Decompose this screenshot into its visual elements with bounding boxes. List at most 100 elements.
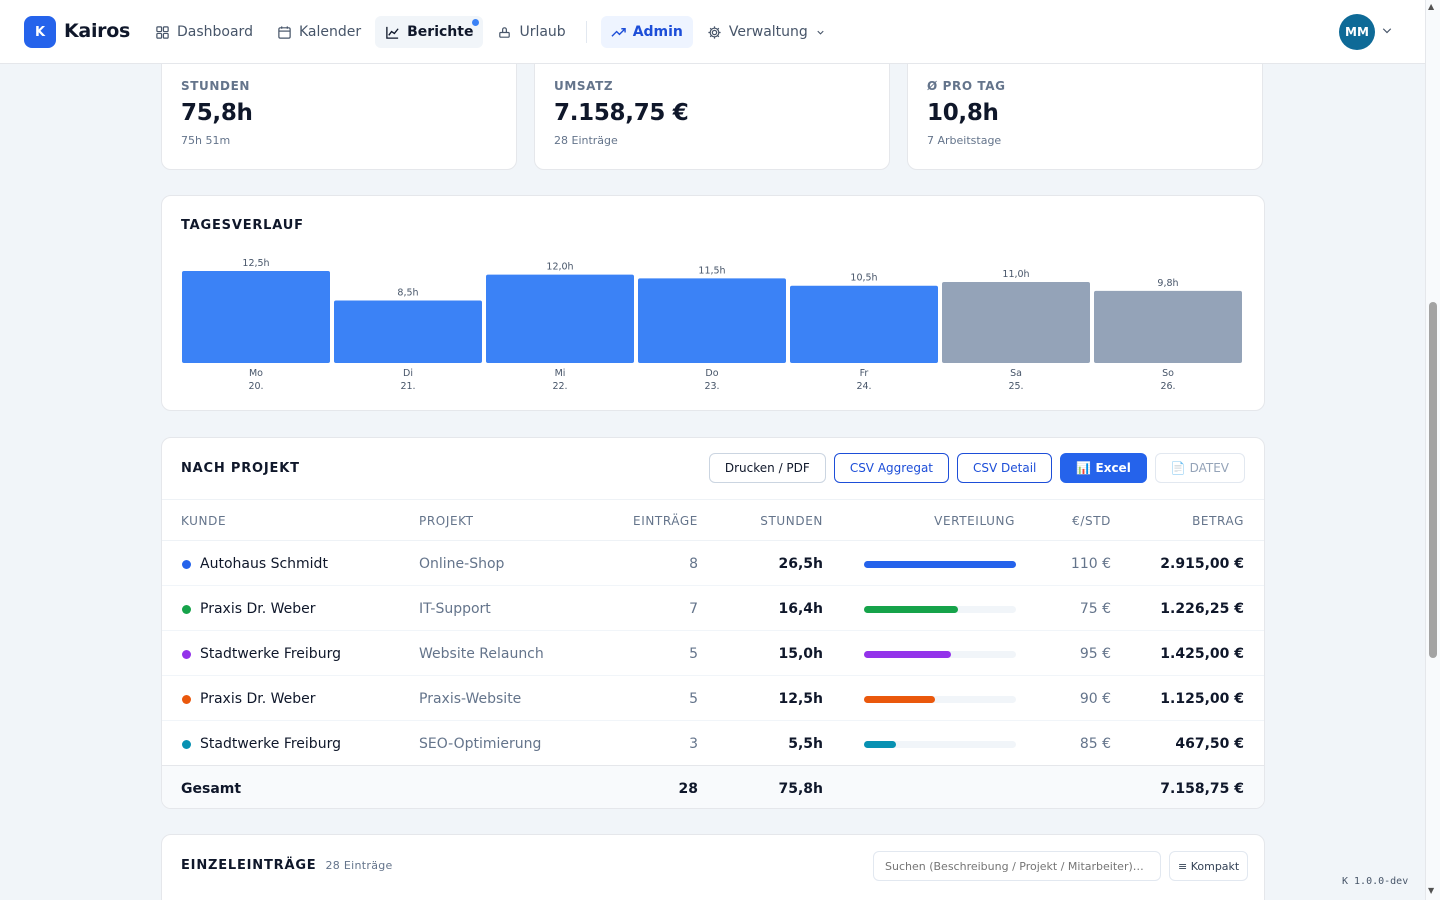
cell-amount: 1.226,25 € [1160, 601, 1244, 617]
user-menu-chevron-icon[interactable] [1381, 25, 1393, 37]
nav-divider [585, 21, 587, 43]
nav-administration[interactable]: Verwaltung [697, 16, 836, 48]
datev-button[interactable]: 📄 DATEV [1154, 453, 1245, 483]
chart-day-label: Di [403, 368, 413, 379]
chart-date-label: 25. [1008, 381, 1023, 392]
customer-color-dot [182, 605, 191, 614]
csv-detail-button[interactable]: CSV Detail [957, 453, 1053, 483]
col-hours[interactable]: STUNDEN [760, 514, 823, 528]
col-project[interactable]: PROJEKT [419, 514, 474, 528]
cell-amount: 1.125,00 € [1160, 691, 1244, 707]
stat-value: 10,8h [927, 100, 999, 126]
cell-project: SEO-Optimierung [419, 736, 542, 752]
cell-project: IT-Support [419, 601, 491, 617]
stat-label: Ø PRO TAG [927, 79, 1006, 93]
chart-value-label: 11,5h [698, 265, 725, 276]
version-label: K 1.0.0-dev [1342, 876, 1409, 887]
app-logo[interactable]: K [24, 16, 56, 48]
stat-value: 75,8h [181, 100, 253, 126]
cell-customer: Stadtwerke Freiburg [200, 736, 341, 752]
nav-calendar[interactable]: Kalender [267, 16, 371, 48]
cell-amount: 1.425,00 € [1160, 646, 1244, 662]
nav-vacation-label: Urlaub [519, 24, 566, 40]
col-customer[interactable]: KUNDE [181, 514, 227, 528]
nav-dashboard[interactable]: Dashboard [145, 16, 263, 48]
stat-card-revenue: UMSATZ 7.158,75 € 28 Einträge [534, 52, 890, 170]
chart-bar[interactable] [1094, 290, 1242, 363]
stat-subtext: 28 Einträge [554, 134, 618, 147]
table-row[interactable]: Stadtwerke Freiburg Website Relaunch 5 15,0… [162, 631, 1264, 676]
customer-color-dot [182, 560, 191, 569]
daily-bar-chart: 12,5h Mo 20. 8,5h Di 21. 12,0h Mi 22. 11,5h Do 23. 1… [182, 258, 1242, 392]
dashboard-icon [156, 25, 169, 39]
distribution-bar [864, 651, 1016, 658]
nav-reports[interactable]: Berichte [375, 16, 484, 48]
nav-admin-label: Admin [632, 24, 683, 40]
app-name[interactable]: Kairos [64, 20, 130, 42]
table-row[interactable]: Praxis Dr. Weber Praxis-Website 5 12,5h 90 €… [162, 676, 1264, 721]
user-avatar[interactable]: MM [1339, 14, 1375, 50]
chart-value-label: 10,5h [850, 273, 877, 284]
distribution-bar [864, 741, 1016, 748]
chart-bar[interactable] [638, 278, 786, 363]
stat-label: STUNDEN [181, 79, 251, 93]
cell-customer: Praxis Dr. Weber [200, 601, 316, 617]
chart-date-label: 26. [1160, 381, 1175, 392]
nav-dashboard-label: Dashboard [177, 24, 253, 40]
col-entries[interactable]: EINTRÄGE [633, 514, 698, 528]
scroll-down-arrow-icon[interactable]: ▼ [1428, 886, 1435, 895]
cell-amount: 2.915,00 € [1160, 556, 1244, 572]
chart-bar[interactable] [790, 285, 938, 363]
chart-bar[interactable] [486, 274, 634, 363]
distribution-bar [864, 561, 1016, 568]
total-hours: 75,8h [778, 781, 823, 797]
scroll-up-arrow-icon[interactable]: ▲ [1428, 2, 1435, 11]
nav-vacation[interactable]: Urlaub [487, 16, 575, 48]
chart-bar[interactable] [182, 271, 330, 363]
customer-color-dot [182, 740, 191, 749]
cell-customer: Stadtwerke Freiburg [200, 646, 341, 662]
cell-rate: 75 € [1079, 601, 1111, 617]
entries-search-input[interactable] [873, 851, 1161, 881]
chart-bar[interactable] [942, 282, 1090, 363]
col-amount[interactable]: BETRAG [1192, 514, 1244, 528]
chart-day-label: Mo [249, 368, 263, 379]
cell-rate: 85 € [1079, 736, 1111, 752]
trend-icon [611, 27, 626, 37]
compact-toggle-button[interactable]: ≡ Kompakt [1169, 851, 1249, 881]
cell-entries: 8 [689, 556, 698, 572]
chart-icon [386, 26, 399, 39]
entries-card: EINZELEINTRÄGE 28 Einträge ≡ Kompakt [161, 834, 1265, 900]
cell-customer: Praxis Dr. Weber [200, 691, 316, 707]
stat-subtext: 75h 51m [181, 134, 231, 147]
gear-icon [708, 25, 721, 39]
cell-customer: Autohaus Schmidt [200, 556, 328, 572]
print-pdf-button[interactable]: Drucken / PDF [708, 453, 826, 483]
stat-card-per-day: Ø PRO TAG 10,8h 7 Arbeitstage [907, 52, 1263, 170]
csv-aggregate-button[interactable]: CSV Aggregat [833, 453, 950, 483]
scrollbar-thumb[interactable] [1429, 302, 1437, 658]
cell-entries: 5 [689, 646, 698, 662]
chart-date-label: 21. [400, 381, 415, 392]
cell-entries: 5 [689, 691, 698, 707]
cell-hours: 5,5h [788, 736, 823, 752]
total-amount: 7.158,75 € [1160, 781, 1244, 797]
chart-value-label: 9,8h [1157, 278, 1178, 289]
chart-day-label: Fr [860, 368, 869, 379]
chart-value-label: 11,0h [1002, 269, 1029, 280]
nav-calendar-label: Kalender [298, 24, 362, 40]
table-row[interactable]: Praxis Dr. Weber IT-Support 7 16,4h 75 € 1.22… [162, 586, 1264, 631]
daily-chart-card: TAGESVERLAUF 12,5h Mo 20. 8,5h Di 21. 12,0h Mi 2… [161, 195, 1265, 411]
chart-day-label: Do [705, 368, 718, 379]
nav-admin[interactable]: Admin [600, 16, 693, 48]
distribution-bar-fill [864, 741, 896, 748]
customer-color-dot [182, 650, 191, 659]
col-rate[interactable]: €/STD [1072, 514, 1111, 528]
table-row[interactable]: Stadtwerke Freiburg SEO-Optimierung 3 5,5h 8… [162, 721, 1264, 766]
excel-button[interactable]: 📊 Excel [1060, 453, 1147, 483]
table-row[interactable]: Autohaus Schmidt Online-Shop 8 26,5h 110 € 2.… [162, 541, 1264, 586]
chart-day-label: Sa [1010, 368, 1022, 379]
chart-bar[interactable] [334, 300, 482, 363]
distribution-bar [864, 606, 1016, 613]
main-nav: Dashboard Kalender Berichte Urlaub Admin… [145, 16, 836, 48]
